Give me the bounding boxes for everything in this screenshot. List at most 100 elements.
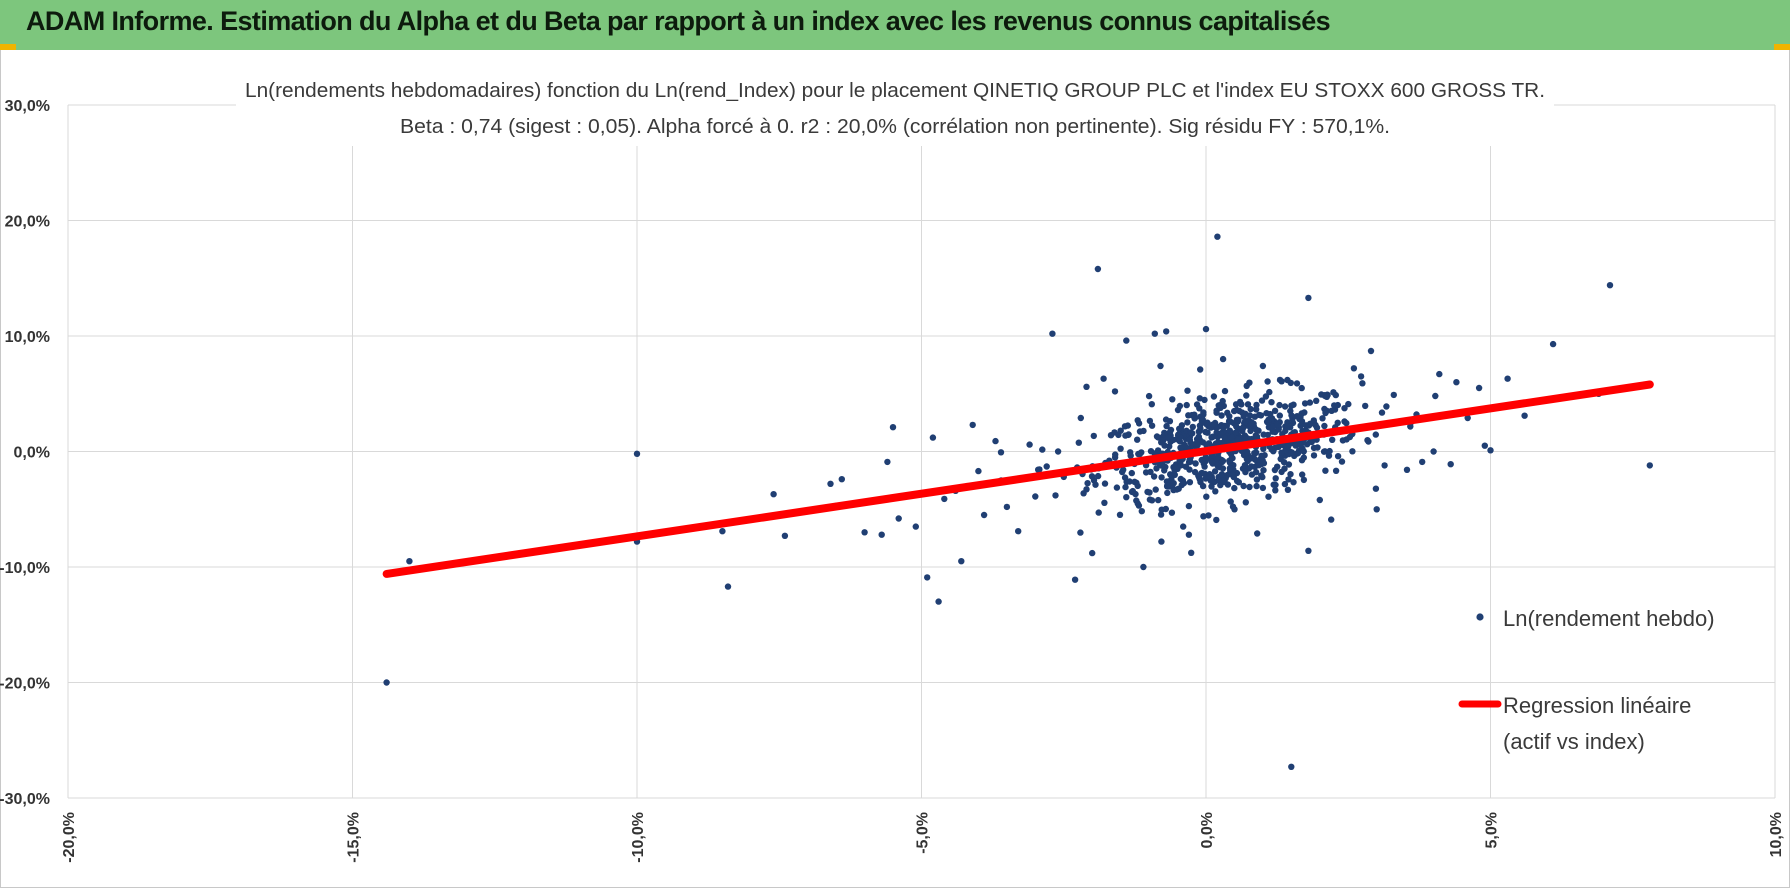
- data-point: [633, 450, 641, 457]
- data-point: [1251, 450, 1259, 457]
- y-tick-label: -30,0%: [0, 791, 50, 808]
- data-point: [1278, 378, 1285, 385]
- data-point: [1260, 467, 1267, 474]
- data-point: [924, 574, 931, 581]
- data-point: [1284, 486, 1292, 493]
- data-point: [1026, 441, 1033, 448]
- data-point: [1232, 429, 1239, 437]
- data-point: [1180, 523, 1187, 530]
- data-point: [1138, 449, 1145, 456]
- data-point: [1229, 471, 1236, 479]
- data-point: [1464, 414, 1471, 422]
- data-point: [1132, 490, 1139, 498]
- data-point: [1148, 401, 1156, 408]
- data-point: [1246, 379, 1253, 386]
- regression-line-group: [382, 380, 1654, 578]
- data-point: [1215, 477, 1222, 484]
- data-point: [1322, 467, 1329, 474]
- data-point: [1407, 423, 1414, 430]
- data-point: [1278, 449, 1285, 456]
- data-point: [1177, 434, 1184, 441]
- data-point: [1403, 466, 1411, 473]
- data-point: [1136, 428, 1144, 435]
- data-point: [992, 437, 999, 445]
- data-point: [1192, 460, 1199, 467]
- data-point: [1345, 400, 1352, 408]
- data-point: [1144, 488, 1151, 496]
- data-point: [1241, 436, 1249, 443]
- data-point: [1281, 465, 1288, 472]
- data-point: [770, 491, 777, 498]
- legend-label-points: Ln(rendement hebdo): [1503, 606, 1715, 631]
- data-point: [1088, 473, 1096, 480]
- data-point: [1181, 442, 1189, 449]
- data-point: [1372, 485, 1380, 492]
- data-point: [1213, 516, 1220, 524]
- data-point: [1116, 511, 1124, 518]
- data-point: [1367, 347, 1375, 355]
- data-point: [1153, 465, 1160, 472]
- data-point: [1334, 453, 1342, 460]
- data-point: [1218, 412, 1225, 419]
- data-point: [1178, 422, 1186, 429]
- data-point: [1233, 477, 1241, 485]
- data-point: [1090, 432, 1098, 440]
- data-point: [1240, 482, 1247, 490]
- data-point: [1151, 330, 1159, 337]
- data-point: [1188, 429, 1195, 437]
- data-point: [878, 531, 885, 538]
- data-point: [1185, 531, 1193, 538]
- legend-marker-points: [1476, 613, 1484, 621]
- data-point: [1268, 399, 1275, 406]
- data-point: [1214, 233, 1221, 240]
- data-point: [1123, 337, 1130, 344]
- data-point: [1122, 432, 1129, 439]
- data-point: [1215, 453, 1222, 461]
- data-point: [1300, 448, 1308, 455]
- data-point: [1218, 471, 1226, 478]
- data-point: [1077, 414, 1085, 422]
- data-point: [1231, 484, 1238, 492]
- data-point: [1288, 763, 1295, 770]
- scatter-points: [383, 233, 1654, 770]
- data-point: [1269, 428, 1276, 435]
- data-point: [1100, 375, 1107, 382]
- data-point: [1432, 392, 1439, 400]
- data-point: [1287, 471, 1294, 478]
- data-point: [1152, 486, 1159, 493]
- data-point: [1160, 437, 1167, 444]
- data-point: [1206, 471, 1213, 478]
- data-point: [1039, 446, 1046, 453]
- data-point: [1321, 448, 1329, 455]
- data-point: [1196, 476, 1204, 483]
- data-point: [1266, 388, 1273, 396]
- data-point: [1302, 422, 1310, 429]
- data-point: [1092, 481, 1099, 488]
- data-point: [1350, 365, 1358, 372]
- data-point: [1253, 433, 1261, 440]
- data-point: [1209, 433, 1216, 441]
- data-point: [1288, 402, 1295, 409]
- data-point: [1214, 438, 1222, 446]
- data-point: [1285, 476, 1292, 483]
- report-title: ADAM Informe. Estimation du Alpha et du …: [26, 6, 1331, 36]
- data-point: [1318, 391, 1325, 398]
- data-point: [1281, 403, 1289, 410]
- data-point: [929, 434, 937, 441]
- data-point: [1314, 444, 1321, 451]
- data-point: [1219, 424, 1227, 432]
- data-point: [1140, 563, 1147, 571]
- data-point: [1381, 462, 1388, 469]
- y-tick-label: 30,0%: [5, 98, 50, 115]
- data-point: [1272, 481, 1279, 489]
- data-point: [1170, 480, 1177, 487]
- data-point: [1301, 400, 1309, 407]
- data-point: [1295, 449, 1302, 457]
- data-point: [1131, 478, 1138, 485]
- data-point: [1383, 403, 1390, 410]
- data-point: [1075, 439, 1083, 446]
- data-point: [1339, 437, 1347, 444]
- data-point: [1285, 461, 1293, 468]
- data-point: [1150, 473, 1158, 480]
- data-point: [1112, 451, 1119, 458]
